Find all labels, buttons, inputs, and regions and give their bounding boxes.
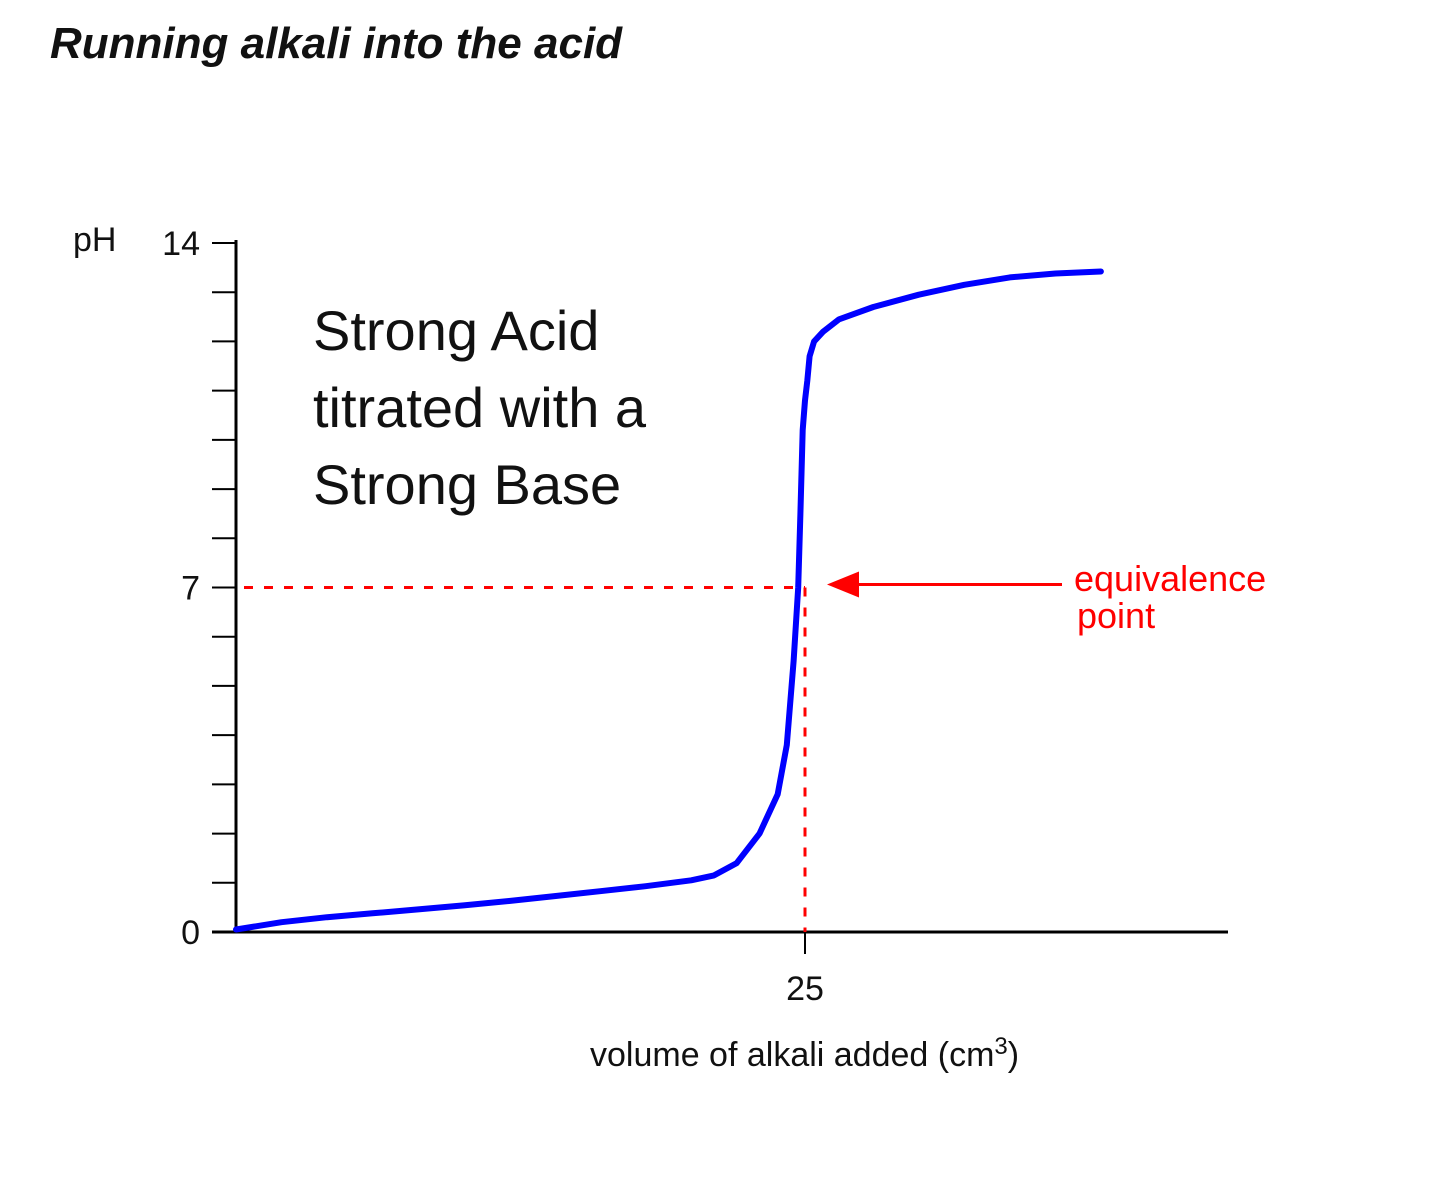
curve-point xyxy=(792,659,796,663)
chart-title: Running alkali into the acid xyxy=(50,19,623,68)
curve-point xyxy=(757,832,761,836)
curve-point xyxy=(801,428,805,432)
curve-point xyxy=(371,911,375,915)
curve-point xyxy=(917,293,921,297)
annotation-line-2: titrated with a xyxy=(313,376,647,439)
curve-point xyxy=(689,878,693,882)
equivalence-arrow-head xyxy=(827,571,859,598)
y-tick-label: 7 xyxy=(181,570,200,608)
x-tick-label: 25 xyxy=(786,970,824,1008)
equivalence-marker xyxy=(244,571,1062,932)
curve-point xyxy=(871,305,875,309)
curve-point xyxy=(234,928,238,932)
x-axis-label-main: volume of alkali added (cm xyxy=(590,1036,994,1074)
curve-point xyxy=(776,792,780,796)
curve-point xyxy=(798,512,802,516)
curve-point xyxy=(805,379,809,383)
curve-point xyxy=(507,899,511,903)
annotation-text: Strong Acid titrated with a Strong Base xyxy=(313,299,647,516)
curve-point xyxy=(812,339,816,343)
y-tick-label: 14 xyxy=(162,225,200,263)
curve-point xyxy=(553,894,557,898)
curve-point xyxy=(1008,275,1012,279)
curve-point xyxy=(821,330,825,334)
curve-point xyxy=(325,915,329,919)
x-ticks: 25 xyxy=(786,932,824,1008)
y-axis-label: pH xyxy=(73,221,116,259)
curve-point xyxy=(644,884,648,888)
curve-point xyxy=(1053,272,1057,276)
curve-point xyxy=(462,903,466,907)
curve-points xyxy=(234,270,1103,932)
y-ticks: 0 7 14 xyxy=(162,225,236,952)
curve-point xyxy=(785,743,789,747)
x-axis-label-close: ) xyxy=(1008,1036,1019,1074)
titration-curve xyxy=(233,268,1104,933)
equivalence-label-line-1: equivalence xyxy=(1074,558,1266,599)
curve-point xyxy=(837,317,841,321)
y-axis: 0 7 14 xyxy=(162,225,238,952)
x-axis: 25 xyxy=(212,930,1228,1008)
equivalence-label-line-2: point xyxy=(1077,595,1155,636)
curve-point xyxy=(735,861,739,865)
y-tick-label: 0 xyxy=(181,914,200,952)
x-axis-label-superscript: 3 xyxy=(994,1033,1007,1060)
annotation-line-3: Strong Base xyxy=(313,453,621,516)
curve-point xyxy=(808,354,812,358)
curve-point xyxy=(1099,270,1103,274)
equivalence-label: equivalence point xyxy=(1074,558,1266,636)
annotation-line-1: Strong Acid xyxy=(313,299,599,362)
curve-point xyxy=(796,586,800,590)
curve-point xyxy=(598,889,602,893)
curve-point xyxy=(416,907,420,911)
curve-point xyxy=(280,920,284,924)
x-axis-label: volume of alkali added (cm3) xyxy=(590,1033,1019,1074)
curve-point xyxy=(712,873,716,877)
curve-point xyxy=(803,398,807,402)
curve-point xyxy=(962,283,966,287)
